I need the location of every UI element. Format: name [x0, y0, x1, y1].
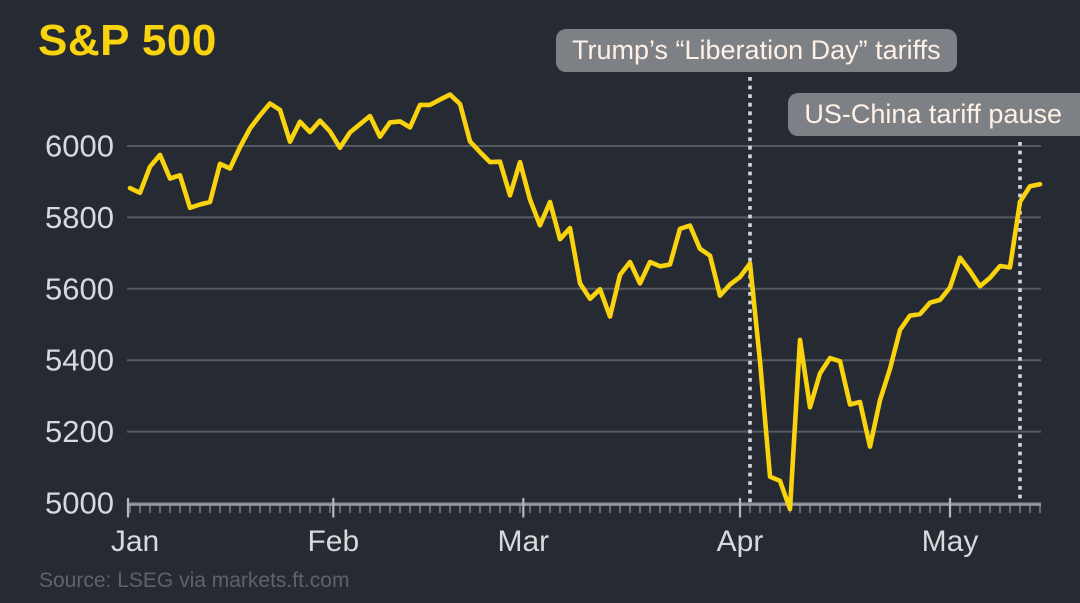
x-axis: Jan Feb Mar Apr May — [111, 498, 1041, 558]
y-tick-label: 5600 — [45, 271, 114, 306]
y-tick-label: 5800 — [45, 200, 114, 235]
annotation-liberation-day-tariffs: Trump’s “Liberation Day” tariffs — [556, 29, 957, 72]
x-tick-label: May — [922, 525, 979, 558]
daily-tick-marks — [129, 505, 1041, 513]
y-tick-label: 5200 — [45, 414, 114, 449]
x-tick-label: Mar — [497, 525, 549, 558]
y-axis: 6000 5800 5600 5400 5200 5000 — [45, 129, 114, 521]
x-tick-label: Apr — [717, 525, 764, 558]
y-tick-label: 5400 — [45, 343, 114, 378]
x-tick-label: Feb — [307, 525, 359, 558]
month-tick-marks — [126, 498, 952, 518]
source-attribution: Source: LSEG via markets.ft.com — [39, 569, 350, 592]
sp500-price-line — [127, 92, 1043, 512]
chart-title: S&P 500 — [38, 16, 217, 65]
annotation-us-china-tariff-pause: US-China tariff pause — [788, 93, 1080, 136]
event-dotted-lines — [748, 77, 1022, 505]
y-tick-label: 6000 — [45, 129, 114, 164]
x-tick-label: Jan — [111, 525, 159, 558]
y-tick-label: 5000 — [45, 486, 114, 521]
